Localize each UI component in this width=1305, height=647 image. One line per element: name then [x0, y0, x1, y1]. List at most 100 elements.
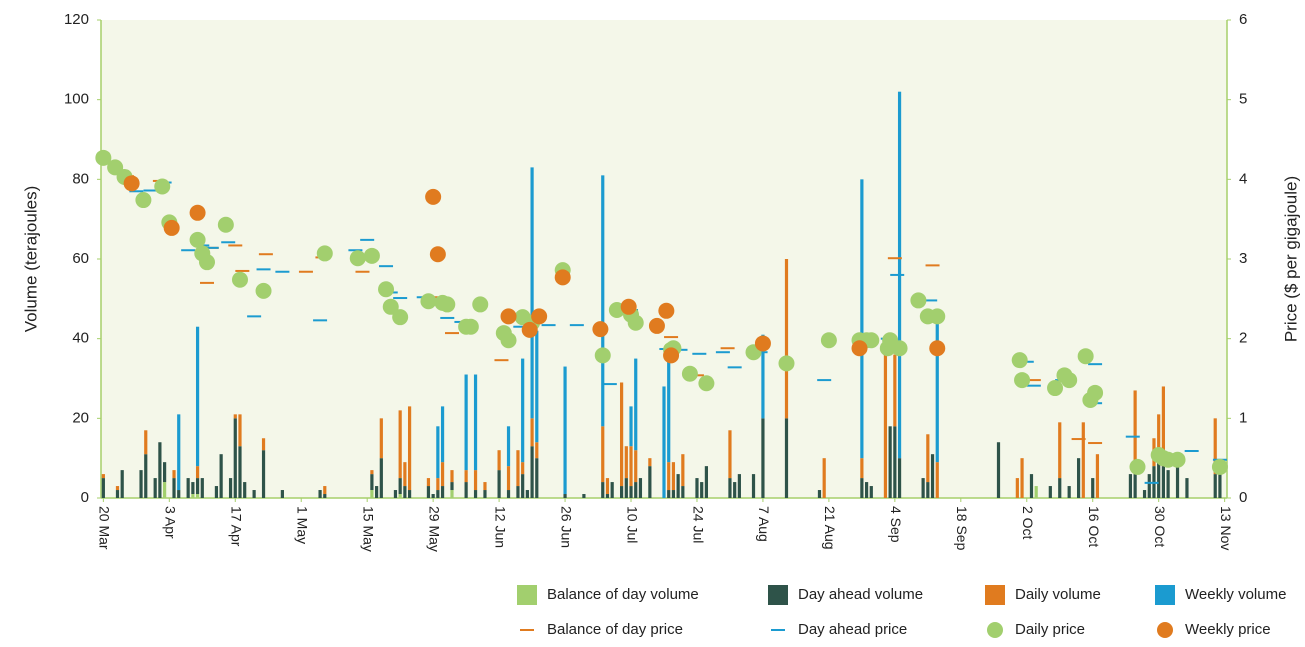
volume-bar — [926, 434, 930, 483]
volume-bar — [695, 478, 699, 498]
volume-bar — [1015, 478, 1019, 498]
volume-bar — [483, 482, 487, 491]
volume-bar — [1067, 486, 1071, 498]
volume-bar — [280, 490, 284, 498]
volume-bar — [1157, 462, 1161, 498]
y2-tick-label: 0 — [1239, 489, 1247, 506]
volume-bar — [667, 358, 671, 463]
volume-bar — [662, 386, 666, 498]
volume-bar — [153, 478, 157, 498]
volume-bar — [101, 474, 105, 479]
x-tick-label: 20 Mar — [97, 506, 113, 550]
price-dot — [754, 335, 771, 352]
volume-bar — [530, 446, 534, 498]
price-dot — [189, 204, 206, 221]
price-dot — [648, 317, 665, 334]
price-dot — [1061, 372, 1078, 389]
x-tick-label: 24 Jul — [690, 506, 706, 543]
price-dot — [594, 347, 611, 364]
volume-bar — [370, 470, 374, 475]
x-tick-label: 7 Aug — [756, 506, 772, 542]
price-dot — [154, 178, 171, 195]
legend-swatch — [768, 585, 788, 605]
price-dot — [123, 175, 140, 192]
volume-bar — [436, 478, 440, 491]
volume-bar — [1029, 474, 1034, 498]
volume-bar — [506, 426, 511, 467]
price-dot — [462, 318, 479, 335]
volume-bar — [629, 406, 633, 447]
volume-bar — [601, 175, 605, 427]
price-dot — [910, 292, 927, 309]
volume-bar — [1213, 418, 1217, 475]
y2-tick-label: 4 — [1239, 170, 1247, 187]
volume-bar — [426, 478, 431, 487]
volume-bar — [436, 426, 440, 479]
volume-bar — [436, 490, 440, 498]
volume-bar — [403, 462, 407, 487]
volume-bar — [233, 418, 237, 498]
volume-bar — [605, 478, 610, 495]
price-dot — [1169, 451, 1186, 468]
y-tick-label: 80 — [72, 170, 89, 187]
volume-bar — [1095, 454, 1100, 498]
volume-bar — [440, 462, 445, 487]
price-dot — [217, 216, 234, 233]
legend-swatch — [985, 585, 1005, 605]
volume-bar — [163, 462, 167, 483]
volume-bar — [398, 478, 402, 495]
volume-bar — [638, 478, 643, 498]
volume-bar — [634, 358, 638, 451]
legend-label: Daily volume — [1015, 586, 1101, 603]
price-dot — [863, 332, 880, 349]
price-dot — [189, 231, 206, 248]
legend-label: Weekly price — [1185, 621, 1271, 638]
y-tick-label: 20 — [72, 409, 89, 426]
volume-bar — [728, 430, 732, 479]
volume-bar — [728, 478, 732, 498]
volume-bar — [506, 466, 511, 491]
volume-bar — [605, 494, 610, 498]
legend-label: Day ahead price — [798, 621, 907, 638]
volume-bar — [629, 486, 633, 498]
volume-bar — [1076, 458, 1081, 498]
volume-bar — [817, 490, 822, 498]
legend-label: Balance of day price — [547, 621, 683, 638]
volume-bar — [195, 478, 200, 495]
price-dot — [316, 245, 333, 262]
volume-bar — [535, 330, 539, 443]
volume-bar — [318, 490, 322, 498]
volume-bar — [195, 466, 200, 479]
volume-bar — [860, 458, 864, 479]
y-tick-label: 40 — [72, 330, 89, 347]
volume-bar — [398, 410, 402, 479]
legend-label: Day ahead volume — [798, 586, 923, 603]
volume-bar — [195, 326, 200, 467]
price-dot — [554, 269, 571, 286]
volume-bar — [883, 346, 888, 498]
x-tick-label: 29 May — [426, 506, 442, 552]
volume-bar — [172, 478, 176, 498]
price-dot — [658, 302, 675, 319]
volume-bar — [619, 486, 624, 498]
volume-bar — [1091, 478, 1095, 498]
volume-bar — [177, 414, 181, 491]
legend-label: Weekly volume — [1185, 586, 1286, 603]
volume-bar — [450, 482, 454, 491]
y2-axis-title: Price ($ per gigajoule) — [1281, 176, 1300, 342]
volume-bar — [464, 482, 468, 498]
volume-bar — [407, 490, 412, 498]
volume-bar — [629, 446, 633, 487]
price-dot — [1211, 458, 1228, 475]
volume-bar — [869, 486, 873, 498]
volume-bar — [323, 494, 327, 498]
volume-bar — [214, 486, 219, 498]
price-dot — [851, 340, 868, 357]
volume-bar — [1161, 466, 1165, 498]
price-dot — [1129, 458, 1146, 475]
price-dot — [521, 321, 538, 338]
volume-bar — [464, 374, 468, 471]
volume-bar — [1058, 422, 1062, 479]
x-tick-label: 17 Apr — [229, 506, 245, 547]
volume-bar — [761, 334, 765, 419]
